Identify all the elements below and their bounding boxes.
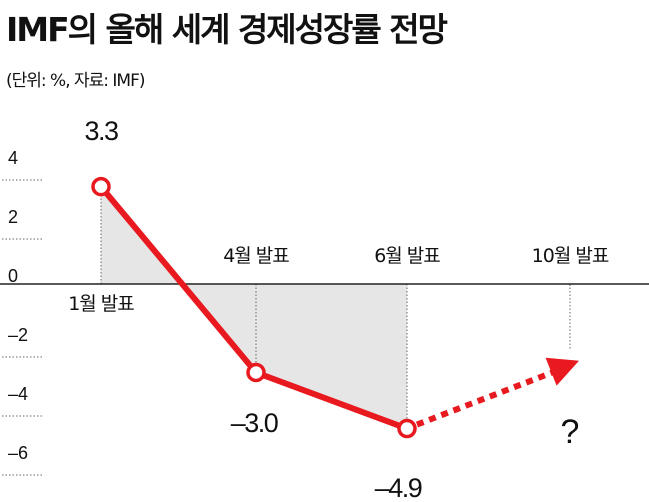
y-tick-label: –4 [8, 384, 28, 404]
data-label: 3.3 [84, 116, 118, 146]
category-label: 4월 발표 [223, 245, 289, 267]
data-label-unknown: ? [561, 413, 580, 451]
category-label: 1월 발표 [68, 293, 134, 315]
area-fill [101, 186, 407, 429]
y-tick-label: 4 [8, 148, 18, 168]
y-tick-label: 0 [8, 266, 18, 286]
data-points [91, 176, 417, 439]
data-labels: 3.3 –3.0 –4.9? [84, 116, 579, 502]
area-shading [101, 186, 407, 429]
data-label: –4.9 [375, 473, 422, 502]
y-tick-label: –6 [8, 443, 28, 463]
projection-arrowhead [545, 357, 579, 386]
y-tick-label: 2 [8, 207, 18, 227]
y-tick-labels: 4 2 0 –2 –4 –6 [8, 148, 28, 463]
data-point [246, 362, 266, 383]
data-label: –3.0 [231, 408, 278, 438]
projection-arrow [415, 357, 579, 428]
data-point [397, 418, 417, 439]
chart-title: IMF의 올해 세계 경제성장률 전망 [6, 10, 448, 49]
category-label: 6월 발표 [374, 245, 440, 267]
projection-line [415, 367, 559, 428]
data-point [91, 176, 111, 197]
category-drop-lines [100, 186, 571, 429]
gridlines [2, 179, 44, 476]
chart-subtitle: (단위: %, 자료: IMF) [6, 71, 146, 91]
category-labels: 1월 발표 4월 발표 6월 발표 10월 발표 [68, 245, 610, 315]
category-label: 10월 발표 [532, 245, 609, 267]
y-tick-label: –2 [8, 325, 28, 345]
